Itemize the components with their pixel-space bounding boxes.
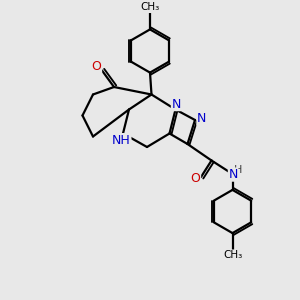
Text: CH₃: CH₃ (223, 250, 242, 260)
Text: O: O (191, 172, 200, 185)
Text: O: O (92, 60, 101, 74)
Text: N: N (197, 112, 206, 125)
Text: N: N (171, 98, 181, 111)
Text: CH₃: CH₃ (140, 2, 160, 13)
Text: NH: NH (112, 134, 131, 147)
Text: H: H (234, 165, 242, 176)
Text: N: N (228, 168, 238, 181)
